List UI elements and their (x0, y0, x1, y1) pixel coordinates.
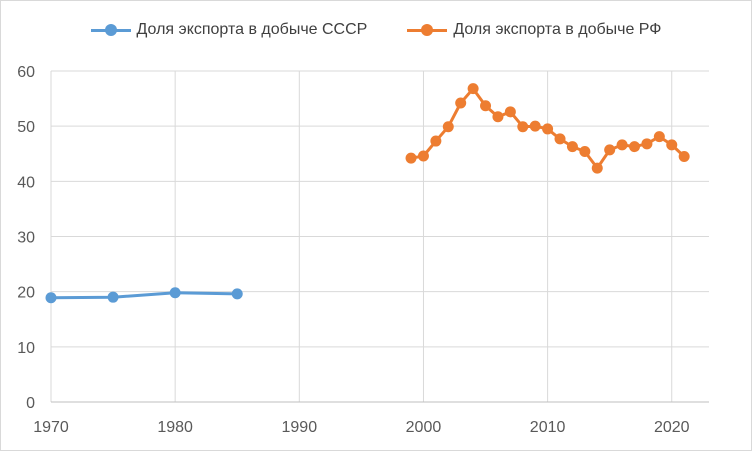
x-tick-label: 2000 (406, 419, 442, 436)
legend-item-rf: Доля экспорта в добыче РФ (407, 21, 661, 39)
data-point-series-1 (467, 83, 479, 95)
data-point-series-1 (591, 162, 603, 174)
x-tick-label: 1990 (282, 419, 318, 436)
legend-swatch-rf (407, 23, 448, 37)
y-tick-label: 40 (17, 174, 35, 191)
data-point-series-1 (504, 106, 516, 118)
series-line-0 (50, 291, 238, 300)
data-point-series-1 (666, 139, 678, 151)
x-tick-label: 1970 (33, 419, 69, 436)
data-point-series-1 (430, 135, 442, 147)
y-tick-label: 20 (17, 285, 35, 302)
data-point-series-1 (641, 138, 653, 150)
data-point-series-1 (492, 111, 504, 123)
y-tick-label: 50 (17, 119, 35, 136)
data-point-series-1 (480, 100, 492, 112)
data-point-series-1 (604, 144, 616, 156)
data-point-series-1 (455, 97, 467, 109)
y-tick-label: 60 (17, 64, 35, 81)
data-point-series-0 (107, 291, 119, 303)
x-tick-label: 1980 (157, 419, 193, 436)
data-point-series-1 (442, 121, 454, 133)
y-tick-label: 30 (17, 230, 35, 247)
data-point-series-1 (616, 139, 628, 151)
data-point-series-1 (566, 141, 578, 153)
data-point-series-1 (405, 152, 417, 164)
data-point-series-1 (629, 141, 641, 153)
data-point-series-1 (678, 151, 690, 163)
data-point-series-1 (542, 123, 554, 135)
legend: Доля экспорта в добыче СССР Доля экспорт… (0, 18, 752, 42)
data-point-series-0 (231, 288, 243, 300)
x-tick-label: 2010 (530, 419, 566, 436)
data-point-series-1 (554, 133, 566, 145)
y-tick-label: 0 (26, 395, 35, 412)
data-point-series-0 (169, 287, 181, 299)
data-point-series-0 (45, 292, 57, 304)
data-point-series-1 (579, 146, 591, 158)
data-point-series-1 (653, 131, 665, 143)
legend-item-ussr: Доля экспорта в добыче СССР (90, 21, 368, 39)
legend-label-ussr: Доля экспорта в добыче СССР (136, 21, 368, 38)
data-point-series-1 (517, 121, 529, 133)
data-point-series-1 (417, 150, 429, 162)
x-tick-label: 2020 (654, 419, 690, 436)
data-point-series-1 (529, 120, 541, 132)
legend-label-rf: Доля экспорта в добыче РФ (453, 21, 662, 38)
legend-swatch-ussr (90, 23, 131, 37)
y-tick-label: 10 (17, 340, 35, 357)
